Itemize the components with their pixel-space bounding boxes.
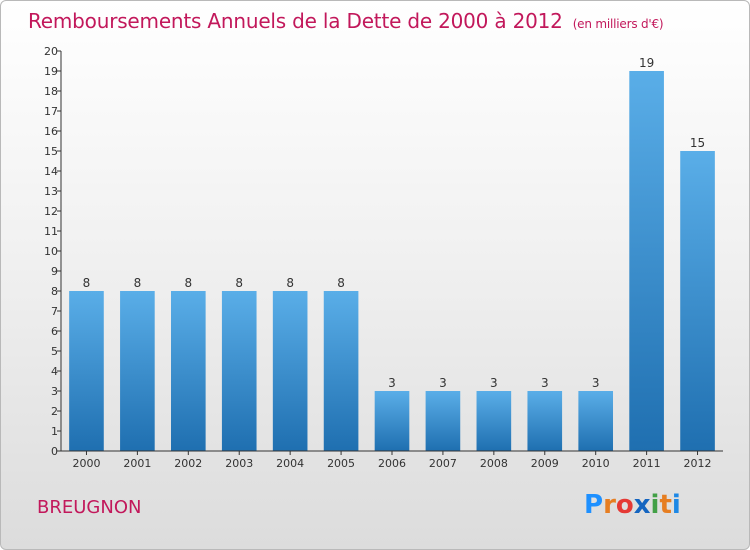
y-tick-label: 12: [44, 205, 58, 218]
y-tick-label: 18: [44, 85, 58, 98]
bar-value-label: 8: [134, 276, 142, 290]
x-tick-label: 2011: [633, 457, 661, 470]
bar-value-label: 8: [337, 276, 345, 290]
logo-letter: x: [633, 490, 651, 520]
bar: [69, 291, 104, 451]
x-tick-label: 2007: [429, 457, 457, 470]
x-tick-label: 2002: [174, 457, 202, 470]
x-tick-label: 2010: [582, 457, 610, 470]
y-tick-label: 16: [44, 125, 58, 138]
bar: [680, 151, 715, 451]
chart-title-text: Remboursements Annuels de la Dette de 20…: [28, 9, 563, 33]
x-tick-label: 2009: [531, 457, 559, 470]
logo-letter: o: [615, 490, 634, 520]
bar: [476, 391, 512, 451]
x-tick-label: 2000: [72, 457, 100, 470]
y-tick-label: 1: [51, 425, 58, 438]
y-tick-label: 20: [44, 45, 58, 58]
y-tick-label: 10: [44, 245, 58, 258]
bar-value-label: 3: [388, 376, 396, 390]
y-tick-label: 8: [51, 285, 58, 298]
bar: [374, 391, 410, 451]
x-tick-label: 2012: [684, 457, 712, 470]
bar: [120, 291, 155, 451]
bar-value-label: 3: [541, 376, 549, 390]
y-tick-label: 9: [51, 265, 58, 278]
y-tick-label: 3: [51, 385, 58, 398]
logo-letter: P: [584, 490, 604, 520]
bar-value-label: 3: [592, 376, 600, 390]
bar-value-label: 15: [690, 136, 705, 150]
chart-title: Remboursements Annuels de la Dette de 20…: [28, 9, 664, 33]
y-tick-label: 0: [51, 445, 58, 458]
bar: [527, 391, 563, 451]
x-tick-label: 2004: [276, 457, 304, 470]
commune-name: BREUGNON: [37, 497, 142, 518]
bar: [323, 291, 359, 451]
bar: [221, 291, 257, 451]
bar-value-label: 3: [439, 376, 447, 390]
x-axis: 2000 2001 2002 2003 2004 2005 2006 2007 2008 2009…: [61, 450, 723, 470]
bar: [629, 71, 664, 451]
proxiti-logo: Proxiti: [584, 490, 681, 520]
logo-letter: t: [659, 490, 672, 520]
y-tick-label: 7: [51, 305, 58, 318]
bar: [578, 391, 614, 451]
x-tick-label: 2003: [225, 457, 253, 470]
bar-value-label: 8: [235, 276, 243, 290]
y-tick-label: 17: [44, 105, 58, 118]
bar: [170, 291, 206, 451]
logo-letter: r: [603, 490, 616, 520]
x-tick-label: 2006: [378, 457, 406, 470]
chart-subtitle: (en milliers d'€): [572, 17, 664, 31]
bar-value-label: 19: [639, 56, 654, 70]
bar: [272, 291, 308, 451]
y-tick-label: 13: [44, 185, 58, 198]
y-tick-label: 6: [51, 325, 58, 338]
x-tick-label: 2001: [123, 457, 151, 470]
bar: [425, 391, 461, 451]
y-tick-label: 4: [51, 365, 58, 378]
y-tick-label: 2: [51, 405, 58, 418]
y-tick-label: 19: [44, 65, 58, 78]
x-tick-label: 2008: [480, 457, 508, 470]
x-tick-label: 2005: [327, 457, 355, 470]
y-tick-label: 14: [44, 165, 58, 178]
bar-value-label: 8: [286, 276, 294, 290]
bar-value-label: 8: [83, 276, 91, 290]
y-tick-label: 5: [51, 345, 58, 358]
logo-letter: i: [650, 490, 660, 520]
logo-letter: i: [671, 490, 681, 520]
bar-value-label: 3: [490, 376, 498, 390]
y-tick-label: 15: [44, 145, 58, 158]
y-tick-label: 11: [44, 225, 58, 238]
bar-value-label: 8: [184, 276, 192, 290]
bars-group: 8 8 8 8 8 8 3 3 3 3 3 19 15: [69, 56, 715, 451]
